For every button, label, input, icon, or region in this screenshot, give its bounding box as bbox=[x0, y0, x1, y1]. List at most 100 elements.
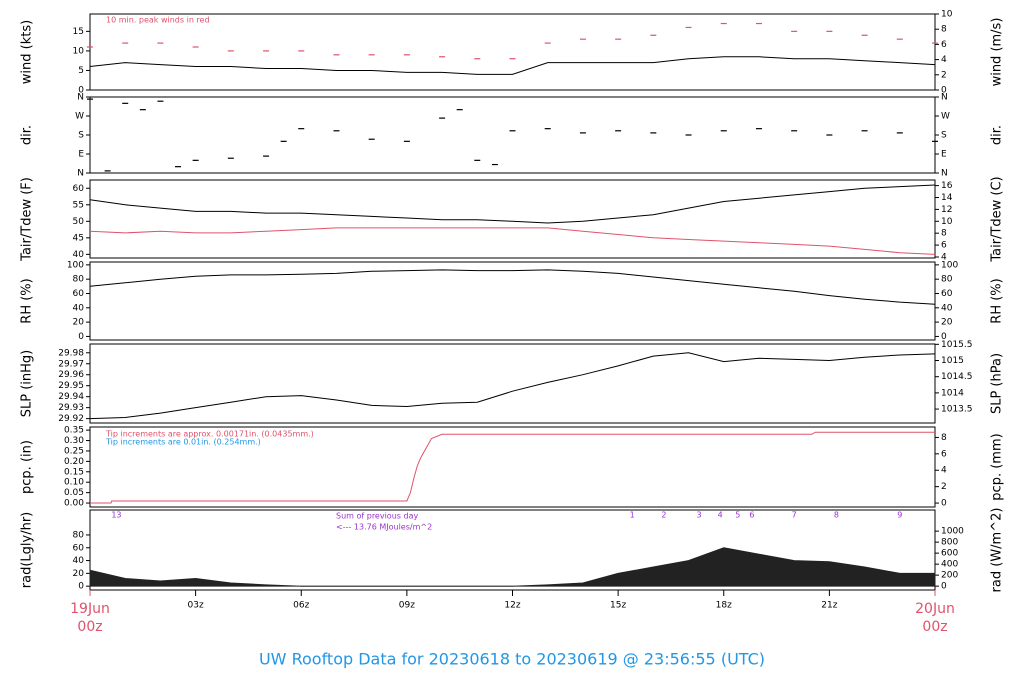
y-tick-label: 50 bbox=[73, 217, 85, 227]
y-tick-label: 10 bbox=[73, 46, 85, 56]
marker-label: 9 bbox=[897, 511, 902, 520]
marker-label: 7 bbox=[792, 511, 797, 520]
x-tick-label: 03z bbox=[188, 601, 204, 611]
y2-tick-label: S bbox=[941, 131, 947, 141]
y-axis-label: pcp. (in) bbox=[20, 440, 35, 494]
y2-tick-label: 8 bbox=[941, 229, 947, 239]
y-tick-label: 100 bbox=[67, 260, 84, 270]
y2-tick-label: 4 bbox=[941, 252, 947, 262]
annotation: Tip increments are 0.01in. (0.254mm.) bbox=[105, 438, 261, 447]
y2-tick-label: 10 bbox=[941, 217, 953, 227]
y2-tick-label: 1013.5 bbox=[941, 405, 973, 415]
panel-frame bbox=[89, 179, 936, 259]
line bbox=[90, 431, 935, 504]
y2-tick-label: 80 bbox=[941, 275, 953, 285]
line bbox=[89, 352, 936, 420]
y-tick-label: 5 bbox=[78, 66, 84, 76]
y2-tick-label: 0 bbox=[941, 582, 947, 592]
y-tick-label: 0.30 bbox=[64, 436, 84, 446]
y2-tick-label: 14 bbox=[941, 193, 953, 203]
y2-tick-label: 10 bbox=[941, 10, 953, 20]
line bbox=[89, 56, 936, 75]
y2-tick-label: 1014 bbox=[941, 388, 964, 398]
y-tick-label: 80 bbox=[73, 530, 85, 540]
y2-tick-label: E bbox=[941, 150, 947, 160]
annotation: Sum of previous day bbox=[336, 512, 418, 521]
y2-tick-label: W bbox=[941, 112, 950, 122]
y2-tick-label: 0 bbox=[941, 86, 947, 96]
y2-axis-label: rad (W/m^2) bbox=[990, 508, 1005, 593]
y2-axis-label: SLP (hPa) bbox=[990, 353, 1005, 414]
y2-tick-label: 1000 bbox=[941, 527, 964, 537]
marker-label: 5 bbox=[735, 511, 740, 520]
y-axis-label: SLP (inHg) bbox=[20, 350, 35, 418]
y-tick-label: 55 bbox=[73, 200, 84, 210]
y-tick-label: 20 bbox=[73, 318, 85, 328]
y-tick-label: 20 bbox=[73, 569, 85, 579]
y2-tick-label: 4 bbox=[941, 466, 947, 476]
y2-axis-label: RH (%) bbox=[990, 278, 1005, 323]
marker-label: 4 bbox=[718, 511, 723, 520]
x-tick-label: 20Jun bbox=[915, 601, 955, 617]
y-axis-label: RH (%) bbox=[20, 278, 35, 323]
panel-frame bbox=[89, 96, 936, 174]
marker-label: 2 bbox=[661, 511, 666, 520]
x-tick-label: 06z bbox=[293, 601, 309, 611]
annotation: 10 min. peak winds in red bbox=[106, 16, 210, 25]
x-tick-label: 09z bbox=[399, 601, 415, 611]
line bbox=[89, 269, 936, 305]
y-tick-label: 29.95 bbox=[58, 381, 84, 391]
y-tick-label: 0.15 bbox=[64, 467, 84, 477]
y2-tick-label: 600 bbox=[941, 549, 958, 559]
y-tick-label: 0 bbox=[78, 582, 84, 592]
marker-label: 1 bbox=[630, 511, 635, 520]
y-tick-label: 0 bbox=[78, 332, 84, 342]
y2-axis-label: dir. bbox=[990, 125, 1005, 145]
y-tick-label: 40 bbox=[73, 303, 85, 313]
y2-tick-label: N bbox=[941, 93, 948, 103]
panel-frame bbox=[89, 426, 936, 508]
y2-tick-label: 200 bbox=[941, 571, 958, 581]
y2-tick-label: 2 bbox=[941, 70, 947, 80]
y2-axis-label: Tair/Tdew (C) bbox=[990, 176, 1005, 262]
marker-label: 6 bbox=[749, 511, 754, 520]
y-tick-label: 60 bbox=[73, 543, 85, 553]
y2-tick-label: 8 bbox=[941, 433, 947, 443]
y2-tick-label: N bbox=[941, 169, 948, 179]
y-axis-label: rad(Lgly/hr) bbox=[20, 512, 35, 588]
y-tick-label: W bbox=[75, 112, 84, 122]
y2-tick-label: 1015 bbox=[941, 356, 964, 366]
y2-tick-label: 100 bbox=[941, 260, 958, 270]
marker-label: 3 bbox=[697, 511, 702, 520]
annotation: Tip increments are approx. 0.00171in. (0… bbox=[105, 430, 314, 439]
y2-tick-label: 0 bbox=[941, 499, 947, 509]
y-tick-label: 0 bbox=[78, 86, 84, 96]
y-tick-label: 29.96 bbox=[58, 370, 84, 380]
line bbox=[89, 184, 936, 224]
y2-tick-label: 4 bbox=[941, 55, 947, 65]
y-tick-label: 60 bbox=[73, 289, 85, 299]
x-tick-label: 00z bbox=[922, 619, 947, 635]
y-tick-label: 45 bbox=[73, 233, 84, 243]
y2-tick-label: 800 bbox=[941, 538, 958, 548]
y-tick-label: 0.00 bbox=[64, 499, 84, 509]
x-tick-label: 00z bbox=[77, 619, 102, 635]
x-tick-label: 18z bbox=[716, 601, 732, 611]
y-axis-label: wind (kts) bbox=[20, 20, 35, 84]
x-tick-label: 12z bbox=[504, 601, 520, 611]
y-tick-label: 40 bbox=[73, 250, 85, 260]
y2-tick-label: 6 bbox=[941, 40, 947, 50]
y2-tick-label: 2 bbox=[941, 482, 947, 492]
y2-axis-label: wind (m/s) bbox=[990, 18, 1005, 87]
y-tick-label: 80 bbox=[73, 275, 85, 285]
y-tick-label: N bbox=[77, 93, 84, 103]
y2-tick-label: 1014.5 bbox=[941, 372, 973, 382]
y2-tick-label: 40 bbox=[941, 303, 953, 313]
y-tick-label: 29.94 bbox=[58, 392, 84, 402]
area bbox=[89, 547, 936, 587]
panel-frame bbox=[89, 343, 936, 424]
y-tick-label: 29.93 bbox=[58, 403, 84, 413]
y2-tick-label: 6 bbox=[941, 241, 947, 251]
y2-tick-label: 0 bbox=[941, 332, 947, 342]
y-tick-label: 29.97 bbox=[58, 359, 84, 369]
